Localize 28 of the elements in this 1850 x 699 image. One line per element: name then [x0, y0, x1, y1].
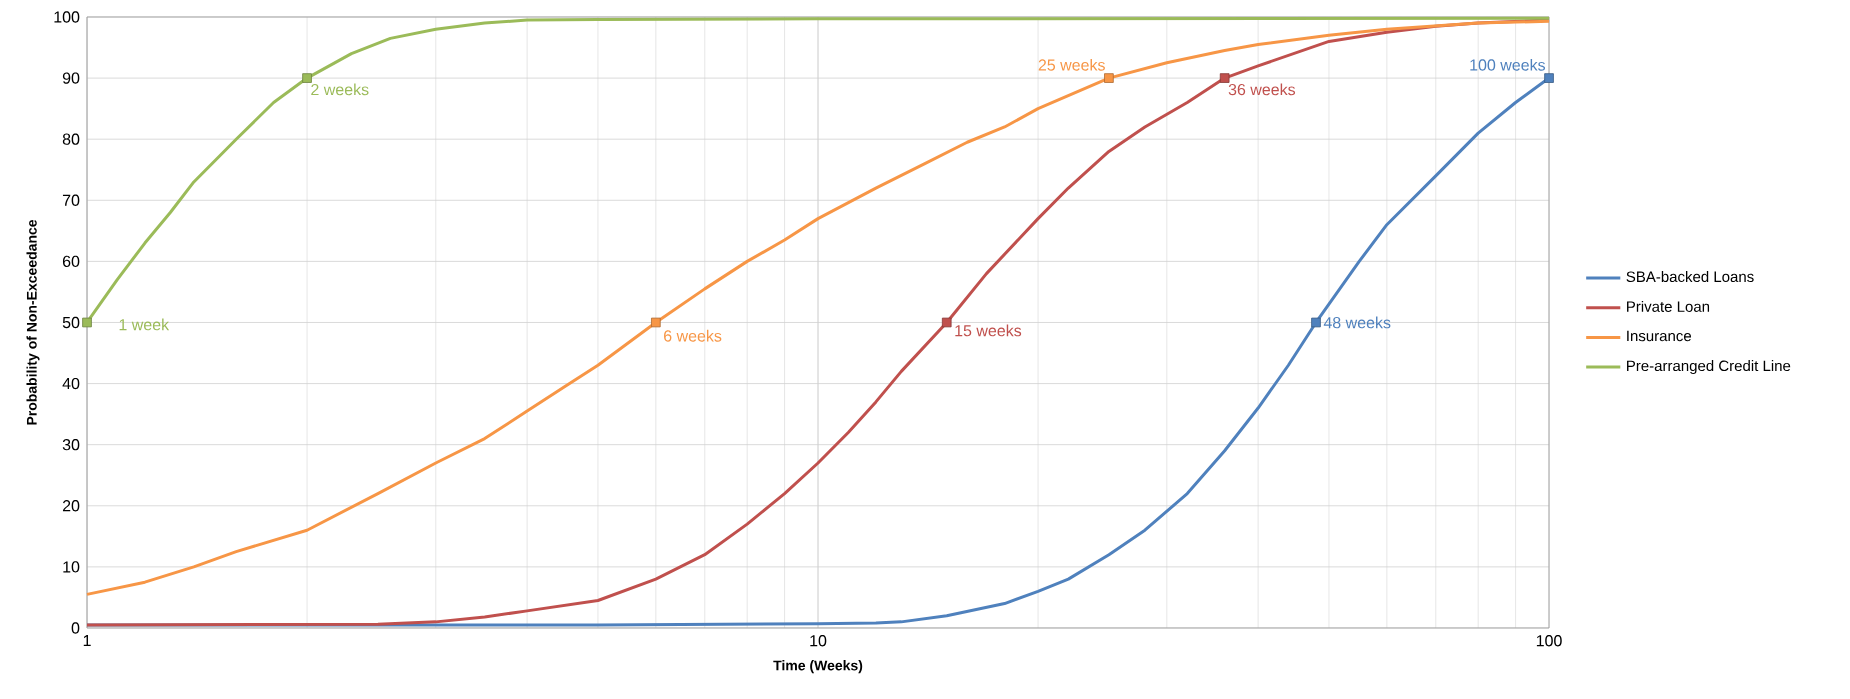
y-tick-label: 60 — [62, 255, 80, 268]
y-tick-label: 90 — [62, 72, 80, 84]
legend-label: Private Loan — [1627, 300, 1710, 312]
annotation: 100 weeks — [1470, 58, 1546, 71]
annotation: 1 week — [119, 318, 170, 331]
annotation: 48 weeks — [1323, 316, 1391, 329]
y-axis-title: Probability of Non-Exceedance — [26, 219, 40, 425]
x-axis-title: Time (Weeks) — [773, 660, 863, 674]
y-tick-label: 50 — [62, 316, 80, 329]
annotation: 36 weeks — [1228, 83, 1296, 96]
x-tick-label: 1 — [83, 635, 91, 647]
y-tick-label: 80 — [62, 133, 80, 145]
annotation: 2 weeks — [311, 83, 369, 96]
y-tick-label: 20 — [62, 500, 80, 512]
x-tick-label: 100 — [1536, 635, 1562, 647]
annotation: 25 weeks — [1038, 58, 1105, 71]
y-tick-label: 0 — [71, 622, 80, 634]
legend-label: SBA-backed Loans — [1626, 271, 1754, 283]
x-tick-label: 10 — [810, 635, 827, 647]
legend-label: Pre-arranged Credit Line — [1627, 360, 1791, 375]
y-tick-label: 100 — [54, 11, 80, 23]
legend-label: Insurance — [1627, 330, 1692, 342]
y-tick-label: 70 — [62, 194, 80, 206]
y-tick-label: 30 — [62, 439, 80, 451]
annotation: 15 weeks — [955, 324, 1022, 337]
y-tick-label: 10 — [63, 561, 80, 573]
y-tick-label: 40 — [62, 377, 80, 390]
annotation: 6 weeks — [664, 329, 722, 342]
